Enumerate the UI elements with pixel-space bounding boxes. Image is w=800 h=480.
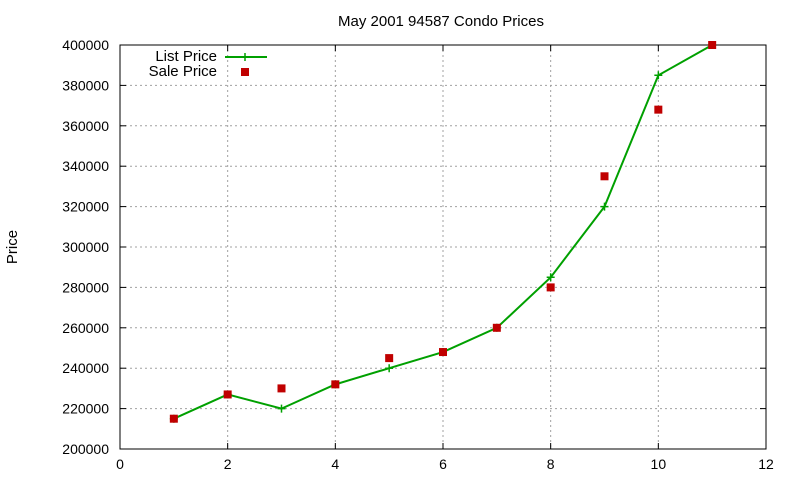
- list-price-point: [600, 202, 609, 211]
- x-tick-label: 8: [547, 456, 555, 472]
- legend-label-sale-price: Sale Price: [149, 63, 217, 80]
- axis-ticks: 0 2 4 6 8 10 12 200000 220000 240000 260000 280000 3…: [62, 37, 774, 472]
- y-tick-label: 340000: [62, 158, 109, 174]
- legend-marker-sale-price: [241, 68, 249, 76]
- series-sale-price: [169, 41, 717, 423]
- list-price-point: [654, 71, 663, 80]
- sale-price-point: [385, 354, 394, 363]
- x-tick-label: 10: [651, 456, 667, 472]
- sale-price-point: [277, 384, 286, 393]
- y-tick-label: 320000: [62, 199, 109, 215]
- grid-lines: [120, 45, 766, 449]
- sale-price-point: [600, 172, 609, 181]
- legend-label-list-price: List Price: [155, 48, 217, 65]
- x-tick-label: 12: [758, 456, 774, 472]
- y-tick-label: 220000: [62, 401, 109, 417]
- sale-price-point: [546, 283, 555, 292]
- sale-price-point: [223, 390, 232, 399]
- plot-frame: [119, 44, 767, 450]
- y-tick-label: 260000: [62, 320, 109, 336]
- sale-price-point: [654, 105, 663, 114]
- sale-price-point: [492, 323, 501, 332]
- sale-price-point: [439, 348, 447, 357]
- sale-price-point: [169, 414, 178, 423]
- legend-marker-list-price: [241, 53, 249, 61]
- x-tick-label: 2: [224, 456, 232, 472]
- chart-title: May 2001 94587 Condo Prices: [338, 13, 544, 30]
- y-tick-label: 400000: [62, 37, 109, 53]
- y-tick-label: 200000: [62, 441, 109, 457]
- sale-price-point: [708, 41, 717, 49]
- y-axis-label: Price: [4, 230, 21, 264]
- series-layer: [169, 41, 717, 423]
- list-price-point: [385, 364, 394, 373]
- y-tick-label: 360000: [62, 118, 109, 134]
- list-price-point: [546, 273, 555, 282]
- sale-price-point: [331, 380, 340, 389]
- x-tick-label: 0: [116, 456, 124, 472]
- y-tick-label: 240000: [62, 360, 109, 376]
- legend: List Price Sale Price: [149, 48, 267, 80]
- x-tick-label: 4: [331, 456, 339, 472]
- list-price-point: [277, 404, 286, 413]
- y-tick-label: 280000: [62, 279, 109, 295]
- y-tick-label: 300000: [62, 239, 109, 255]
- y-tick-label: 380000: [62, 77, 109, 93]
- x-tick-label: 6: [439, 456, 447, 472]
